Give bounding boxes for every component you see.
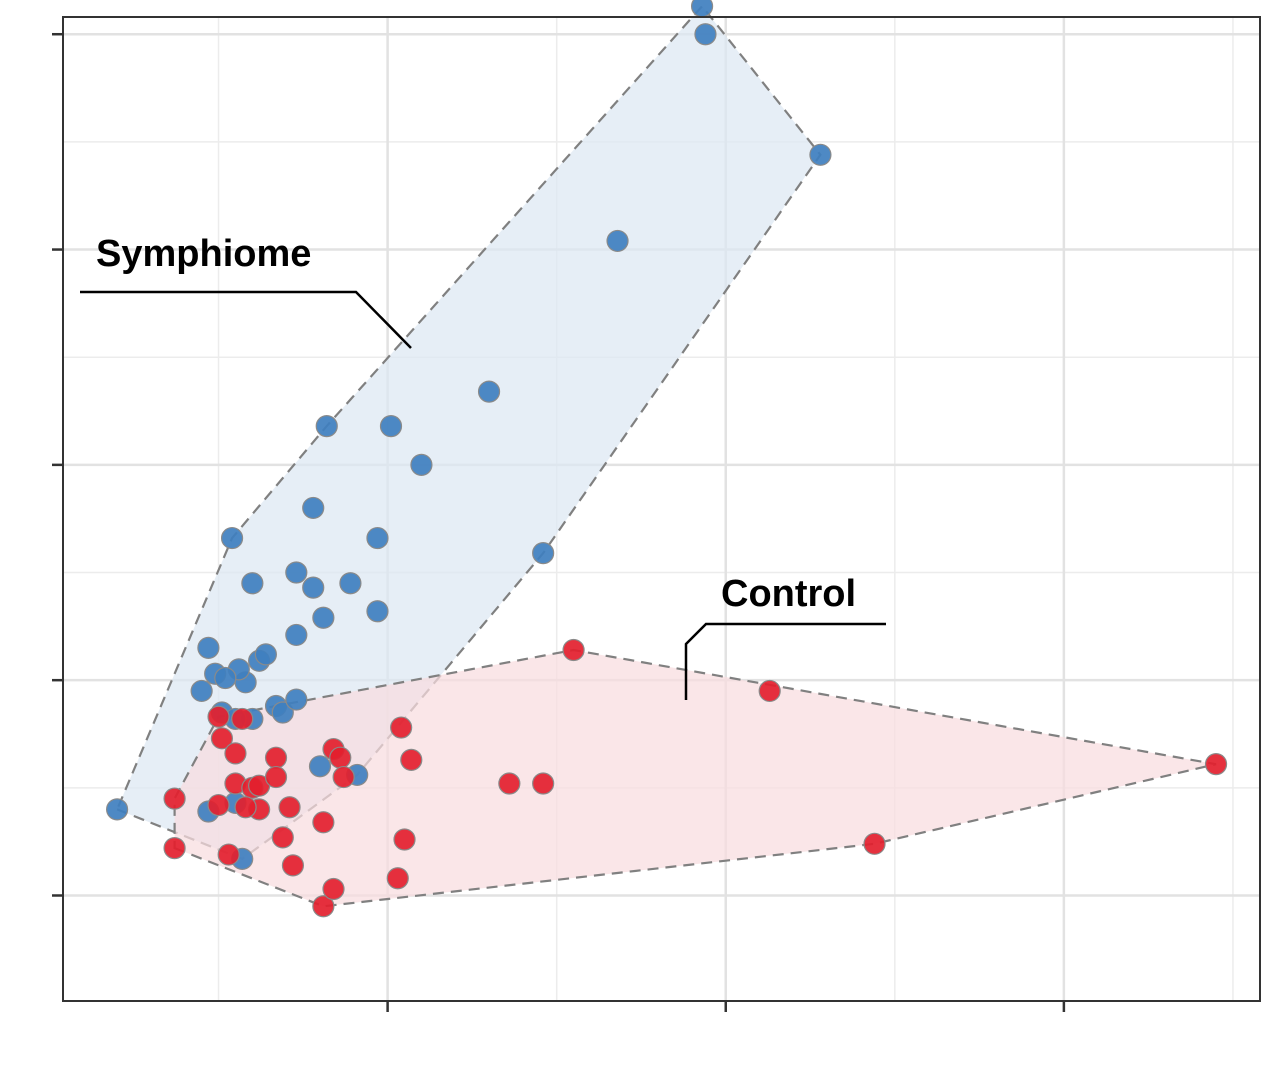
control-data-point bbox=[1204, 753, 1228, 776]
symphiome-data-point bbox=[285, 688, 308, 711]
symphiome-data-point bbox=[315, 415, 338, 438]
symphiome-data-point bbox=[254, 643, 277, 666]
control-data-point bbox=[207, 705, 230, 728]
control-data-point bbox=[163, 787, 186, 810]
point-layer bbox=[106, 0, 1228, 918]
symphiome-data-point bbox=[809, 143, 832, 166]
symphiome-data-point bbox=[606, 229, 629, 253]
control-data-point bbox=[207, 793, 230, 817]
symphiome-data-point bbox=[220, 526, 244, 550]
symphiome-data-point bbox=[532, 542, 555, 565]
symphiome-label-leader-line bbox=[80, 290, 412, 349]
symphiome-data-point bbox=[694, 23, 717, 46]
control-data-point bbox=[329, 746, 352, 769]
symphiome-data-point bbox=[106, 798, 129, 821]
symphiome-data-point bbox=[241, 572, 264, 595]
control-data-point bbox=[210, 727, 234, 750]
control-data-point bbox=[498, 772, 521, 795]
symphiome-data-point bbox=[197, 636, 220, 659]
symphiome-group-label: Symphiome bbox=[96, 233, 311, 275]
symphiome-data-point bbox=[690, 0, 714, 18]
control-data-point bbox=[224, 742, 247, 765]
control-hull-polygon bbox=[173, 648, 1217, 908]
plot-panel-border bbox=[62, 16, 1261, 1002]
symphiome-data-point bbox=[190, 679, 213, 703]
control-data-point bbox=[863, 832, 886, 855]
symphiome-data-point bbox=[379, 415, 403, 438]
control-data-point bbox=[234, 796, 257, 819]
control-data-point bbox=[758, 679, 781, 703]
control-data-point bbox=[271, 826, 294, 849]
symphiome-data-point bbox=[302, 496, 325, 520]
control-data-point bbox=[562, 638, 585, 662]
symphiome-data-point bbox=[214, 666, 237, 690]
control-data-point bbox=[217, 843, 240, 866]
control-data-point bbox=[278, 796, 301, 819]
symphiome-data-point bbox=[477, 380, 501, 403]
control-group-label: Control bbox=[721, 573, 856, 615]
symphiome-data-point bbox=[339, 572, 362, 595]
symphiome-data-point bbox=[366, 600, 389, 623]
control-label-leader-line bbox=[684, 622, 886, 700]
symphiome-data-point bbox=[302, 576, 325, 599]
symphiome-data-point bbox=[308, 755, 332, 778]
annotation-layer: Symphiome Control bbox=[80, 233, 886, 700]
control-data-point bbox=[400, 748, 423, 771]
symphiome-data-point bbox=[410, 453, 433, 476]
control-data-point bbox=[281, 854, 305, 877]
symphiome-data-point bbox=[271, 701, 294, 724]
symphiome-data-point bbox=[312, 606, 335, 629]
control-data-point bbox=[322, 877, 345, 901]
control-data-point bbox=[390, 716, 413, 739]
symphiome-data-point bbox=[366, 526, 389, 550]
control-data-point bbox=[312, 811, 335, 834]
control-data-point bbox=[264, 765, 288, 789]
control-data-point bbox=[332, 765, 355, 789]
control-data-point bbox=[393, 828, 416, 851]
symphiome-data-point bbox=[285, 561, 308, 584]
symphiome-data-point bbox=[285, 623, 308, 647]
control-data-point bbox=[264, 746, 288, 769]
control-data-point bbox=[386, 867, 409, 890]
axis-ticks bbox=[52, 32, 1066, 1012]
control-data-point bbox=[231, 707, 254, 731]
control-data-point bbox=[532, 772, 555, 795]
control-data-point bbox=[312, 895, 335, 918]
control-data-point bbox=[163, 837, 186, 860]
